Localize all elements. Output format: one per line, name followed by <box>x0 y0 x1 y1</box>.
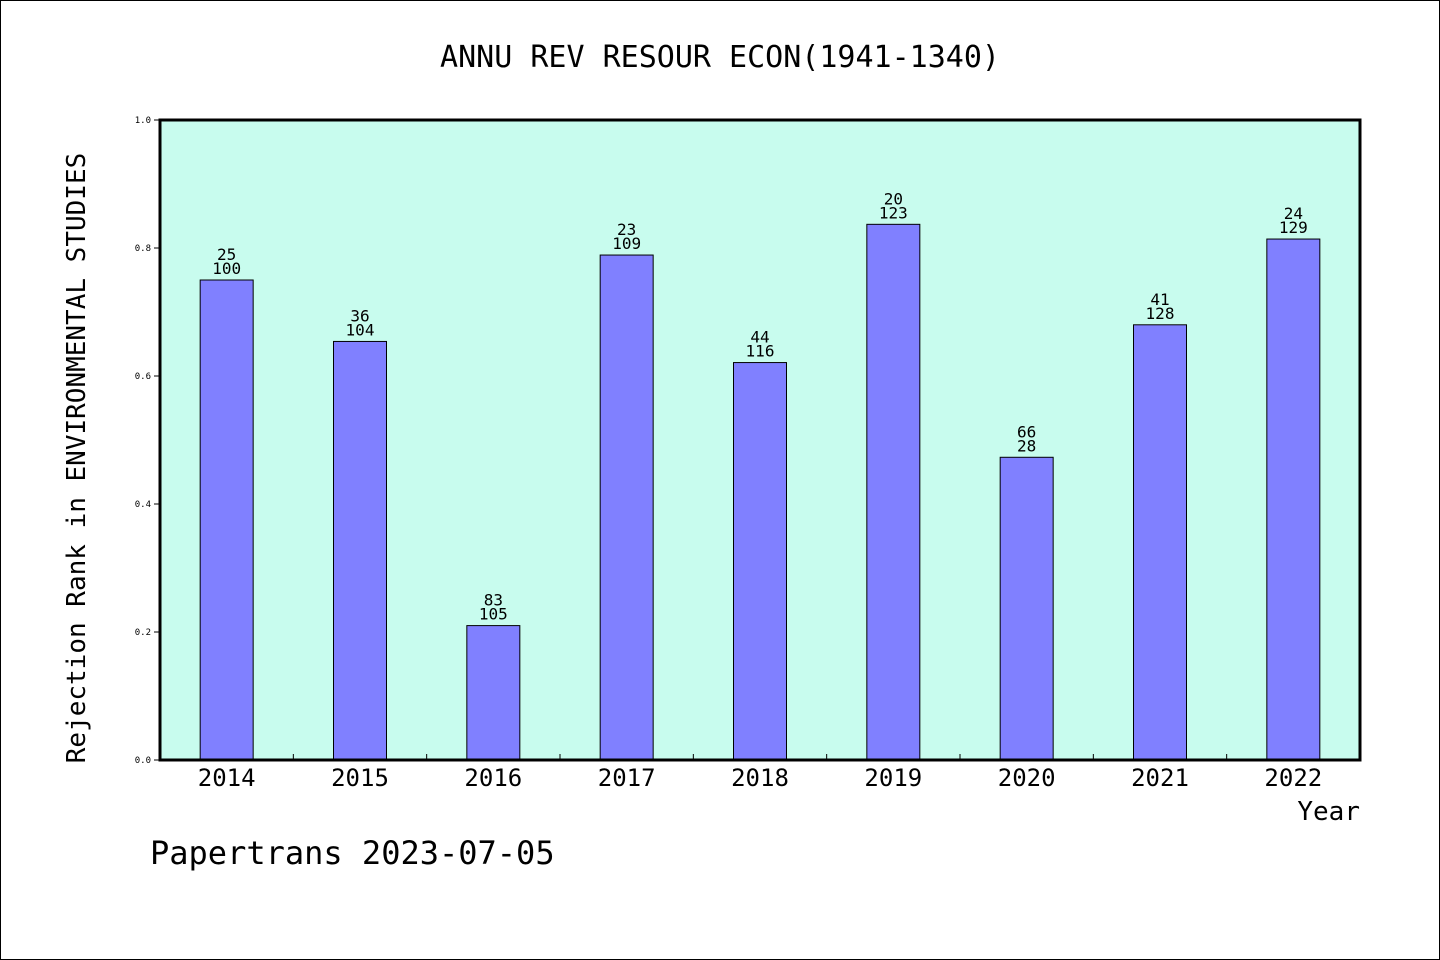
bar-label-bottom: 128 <box>1146 304 1175 323</box>
y-tick-label: 1.0 <box>135 116 151 126</box>
bar-label-top: 66 <box>1017 422 1036 441</box>
x-tick-label: 2018 <box>731 764 789 792</box>
bar-2018 <box>733 362 787 761</box>
y-tick-label: 0.2 <box>135 628 151 638</box>
y-tick-label: 0.8 <box>135 244 151 254</box>
y-tick-label: 0.0 <box>135 756 151 766</box>
bar-label-top: 20 <box>884 189 903 208</box>
bar-2014 <box>199 279 254 761</box>
bar-2019 <box>866 223 921 761</box>
x-axis-label: Year <box>1297 797 1360 827</box>
plot-border <box>158 118 1362 762</box>
footer-note: Papertrans 2023-07-05 <box>150 834 555 872</box>
y-axis: 0.0 0.2 0.4 0.6 0.8 1.0 <box>135 116 160 766</box>
x-tick-label: 2015 <box>331 764 389 792</box>
bar-label-top: 24 <box>1284 204 1303 223</box>
bar-label-bottom: 123 <box>879 203 908 222</box>
bar-label-bottom: 105 <box>479 605 508 624</box>
bar-label-top: 23 <box>617 220 636 239</box>
y-axis-label: Rejection Rank in ENVIRONMENTAL STUDIES <box>62 153 92 763</box>
x-tick-label: 2022 <box>1264 764 1322 792</box>
bars-group <box>199 223 1321 761</box>
bar-2022 <box>1266 238 1321 761</box>
bar-2015 <box>333 340 387 761</box>
bar-2017 <box>599 254 654 761</box>
x-tick-label: 2017 <box>598 764 656 792</box>
bar-label-bottom: 109 <box>612 234 641 253</box>
bar-2016 <box>466 625 521 761</box>
y-tick-label: 0.6 <box>135 372 151 382</box>
bar-label-top: 44 <box>750 328 769 347</box>
x-tick-label: 2014 <box>198 764 256 792</box>
bar-2020 <box>999 456 1054 761</box>
x-tick-label: 2021 <box>1131 764 1189 792</box>
bar-label-bottom: 28 <box>1017 436 1036 455</box>
bar-label-bottom: 116 <box>746 342 775 361</box>
y-tick-label: 0.4 <box>135 500 151 510</box>
bar-label-bottom: 129 <box>1279 218 1308 237</box>
bar-label-bottom: 100 <box>212 259 241 278</box>
bar-label-top: 25 <box>217 245 236 264</box>
bar-label-top: 83 <box>484 591 503 610</box>
bar-label-top: 36 <box>350 306 369 325</box>
chart-title: ANNU REV RESOUR ECON(1941-1340) <box>440 40 1000 75</box>
x-tick-label: 2020 <box>998 764 1056 792</box>
bar-label-bottom: 104 <box>346 320 375 339</box>
bar-2021 <box>1133 324 1187 761</box>
x-tick-label: 2019 <box>864 764 922 792</box>
x-tick-label: 2016 <box>464 764 522 792</box>
bar-label-top: 41 <box>1150 290 1169 309</box>
x-axis: 2014 2015 2016 2017 2018 2019 2020 2021 2022 <box>198 754 1322 792</box>
